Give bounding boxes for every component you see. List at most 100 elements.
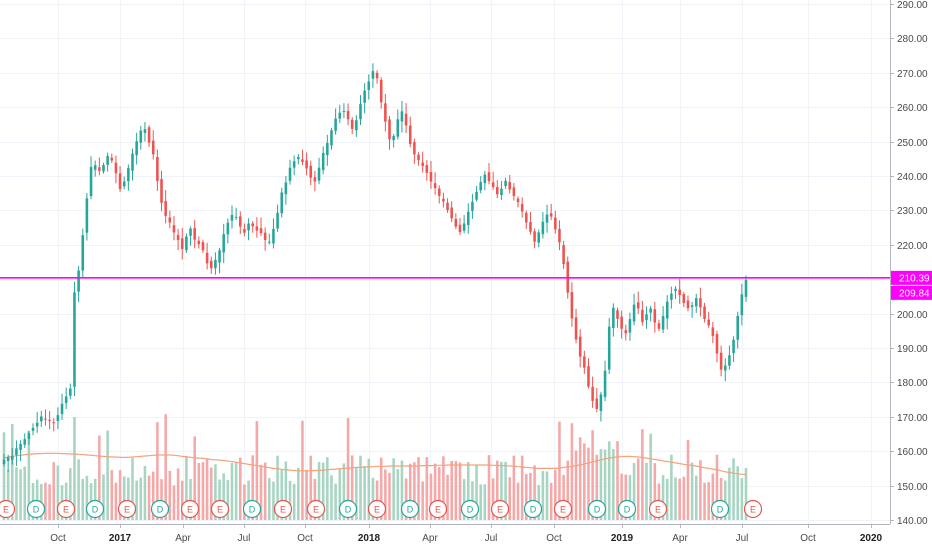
candle-body[interactable]: [326, 142, 329, 156]
candle-body[interactable]: [723, 365, 727, 371]
dividend-marker[interactable]: [460, 499, 480, 519]
candle-body[interactable]: [429, 171, 433, 182]
candle-body[interactable]: [670, 293, 673, 300]
candle-body[interactable]: [243, 229, 246, 233]
candle-body[interactable]: [388, 119, 391, 140]
candle-body[interactable]: [234, 216, 238, 218]
candle-body[interactable]: [317, 167, 321, 181]
candle-body[interactable]: [268, 241, 271, 243]
candle-body[interactable]: [371, 71, 375, 79]
dividend-marker[interactable]: [26, 499, 46, 519]
candle-body[interactable]: [562, 245, 565, 265]
candle-body[interactable]: [479, 182, 482, 191]
candle-body[interactable]: [168, 217, 172, 223]
candle-body[interactable]: [504, 180, 507, 187]
candle-body[interactable]: [736, 316, 739, 340]
candle-body[interactable]: [176, 234, 180, 240]
candle-body[interactable]: [525, 212, 528, 223]
dividend-marker[interactable]: [617, 499, 637, 519]
candle-body[interactable]: [583, 356, 586, 368]
earnings-marker[interactable]: [210, 499, 230, 519]
candle-body[interactable]: [135, 141, 138, 156]
candle-body[interactable]: [690, 305, 694, 308]
candle-body[interactable]: [500, 188, 503, 195]
earnings-marker[interactable]: [273, 499, 293, 519]
candle-body[interactable]: [156, 156, 159, 182]
candle-body[interactable]: [276, 212, 279, 229]
candle-body[interactable]: [512, 187, 516, 196]
candle-body[interactable]: [508, 181, 512, 190]
candle-body[interactable]: [334, 118, 337, 131]
candle-body[interactable]: [64, 396, 68, 403]
candle-body[interactable]: [491, 182, 495, 188]
candle-body[interactable]: [321, 152, 325, 171]
candle-body[interactable]: [2, 459, 6, 464]
candle-body[interactable]: [487, 172, 491, 182]
candle-body[interactable]: [44, 418, 47, 420]
candle-body[interactable]: [433, 183, 437, 189]
dividend-marker[interactable]: [85, 499, 105, 519]
candle-body[interactable]: [27, 433, 31, 439]
candle-body[interactable]: [106, 156, 109, 165]
candle-body[interactable]: [599, 394, 603, 411]
candle-body[interactable]: [628, 319, 632, 333]
earnings-marker[interactable]: [553, 499, 573, 519]
candle-body[interactable]: [437, 188, 441, 196]
time-axis[interactable]: Oct 2017 Apr Jul Oct 2018 Apr Jul Oct 2019 Apr Jul O…: [50, 524, 883, 544]
candle-body[interactable]: [475, 191, 478, 200]
candle-body[interactable]: [69, 388, 72, 396]
candle-body[interactable]: [549, 213, 553, 217]
candle-body[interactable]: [728, 355, 731, 366]
candle-body[interactable]: [413, 142, 416, 155]
candle-body[interactable]: [694, 298, 698, 307]
candle-body[interactable]: [330, 130, 333, 146]
candle-body[interactable]: [400, 111, 404, 122]
candle-body[interactable]: [15, 448, 18, 456]
candle-body[interactable]: [288, 167, 292, 181]
earnings-marker[interactable]: [648, 499, 668, 519]
candle-body[interactable]: [209, 260, 213, 269]
candle-body[interactable]: [603, 370, 607, 398]
candle-body[interactable]: [98, 167, 101, 171]
earnings-marker[interactable]: [367, 499, 387, 519]
candle-body[interactable]: [313, 177, 317, 182]
dividend-marker[interactable]: [150, 499, 170, 519]
dividend-marker[interactable]: [400, 499, 420, 519]
candle-body[interactable]: [612, 307, 615, 329]
candle-body[interactable]: [238, 216, 242, 227]
candle-body[interactable]: [309, 165, 313, 178]
candle-body[interactable]: [89, 167, 93, 197]
dividend-marker[interactable]: [242, 499, 262, 519]
candle-body[interactable]: [545, 214, 549, 223]
candle-body[interactable]: [85, 198, 89, 233]
candle-body[interactable]: [48, 419, 51, 421]
candle-body[interactable]: [180, 238, 184, 249]
candle-body[interactable]: [541, 221, 545, 235]
earnings-marker[interactable]: [743, 499, 763, 519]
candle-body[interactable]: [247, 223, 250, 231]
candle-body[interactable]: [363, 90, 366, 103]
candle-body[interactable]: [185, 236, 188, 251]
candle-body[interactable]: [301, 159, 304, 162]
candle-body[interactable]: [226, 222, 230, 235]
candle-body[interactable]: [558, 228, 561, 243]
candle-body[interactable]: [164, 201, 167, 216]
candle-body[interactable]: [40, 416, 43, 422]
candle-body[interactable]: [11, 456, 14, 460]
candle-body[interactable]: [587, 366, 590, 387]
candle-body[interactable]: [703, 306, 706, 320]
candle-body[interactable]: [649, 308, 652, 313]
candle-body[interactable]: [56, 415, 60, 422]
candle-body[interactable]: [375, 72, 379, 79]
candle-body[interactable]: [699, 298, 702, 308]
candle-body[interactable]: [263, 232, 267, 240]
candle-body[interactable]: [715, 334, 719, 354]
candle-body[interactable]: [379, 79, 383, 103]
candle-body[interactable]: [346, 111, 350, 120]
candle-body[interactable]: [408, 125, 412, 145]
candle-body[interactable]: [350, 119, 354, 129]
candle-body[interactable]: [259, 228, 263, 234]
candle-body[interactable]: [616, 310, 619, 319]
candle-body[interactable]: [81, 235, 85, 271]
